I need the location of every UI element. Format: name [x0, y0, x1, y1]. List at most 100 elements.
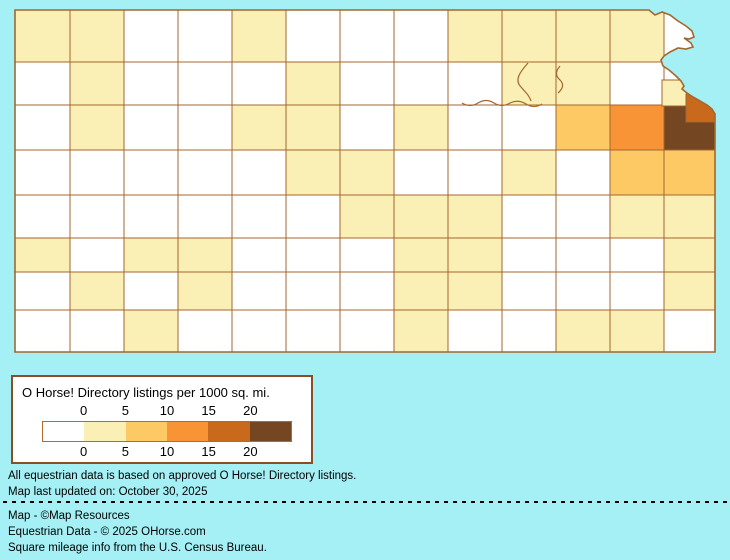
credit-map-resources: Map - ©Map Resources	[8, 510, 130, 522]
legend-tick: 10	[159, 444, 175, 459]
legend-tick: 10	[159, 403, 175, 418]
county-cell	[447, 10, 503, 63]
legend-box: O Horse! Directory listings per 1000 sq.…	[11, 375, 313, 464]
county-cell	[285, 237, 341, 273]
county-cell	[555, 10, 611, 63]
county-cell	[177, 61, 233, 106]
county-cell	[555, 194, 611, 239]
county-cell	[501, 194, 557, 239]
state-outline	[14, 9, 716, 353]
county-cell	[393, 194, 449, 239]
county-cell	[609, 104, 665, 151]
county-cell	[609, 61, 665, 106]
county-cell	[339, 194, 395, 239]
county-cell	[501, 271, 557, 311]
county-cell	[393, 149, 449, 196]
separator-dashed-line	[3, 501, 730, 503]
county-cell	[285, 149, 341, 196]
county-cell	[285, 194, 341, 239]
county-cell	[555, 61, 611, 106]
county-cell	[69, 104, 125, 151]
legend-tick: 15	[201, 403, 216, 418]
county-cell	[231, 309, 287, 352]
county-cell	[123, 271, 179, 311]
note-last-updated: Map last updated on: October 30, 2025	[8, 486, 208, 498]
county-cell	[69, 10, 125, 63]
county-cell	[339, 61, 395, 106]
kansas-county-map	[14, 9, 716, 353]
legend-tick: 5	[121, 403, 129, 418]
legend-swatch	[166, 422, 209, 441]
county-cell	[555, 104, 611, 151]
county-cell	[501, 309, 557, 352]
county-cell	[609, 194, 665, 239]
county-cell	[501, 104, 557, 151]
county-cell	[15, 194, 71, 239]
county-cell	[15, 271, 71, 311]
river-line	[555, 65, 564, 94]
county-cell	[123, 61, 179, 106]
county-cell	[501, 149, 557, 196]
county-cell	[501, 61, 557, 106]
county-cell	[15, 61, 71, 106]
legend-tick: 5	[121, 444, 129, 459]
county-cell	[177, 10, 233, 63]
county-cell	[555, 271, 611, 311]
legend-swatch	[208, 422, 250, 441]
county-cell	[609, 309, 665, 352]
county-cell	[123, 104, 179, 151]
credit-equestrian-data: Equestrian Data - © 2025 OHorse.com	[8, 526, 206, 538]
county-cell	[231, 10, 287, 63]
legend-colorbar	[42, 421, 292, 442]
county-cell	[15, 309, 71, 352]
county-cell	[339, 271, 395, 311]
county-cell	[177, 149, 233, 196]
county-cell	[663, 194, 715, 239]
county-cell	[393, 237, 449, 273]
county-cell	[123, 237, 179, 273]
legend-swatch	[249, 422, 291, 441]
county-cell	[555, 149, 611, 196]
county-cell	[447, 149, 503, 196]
county-cell	[231, 149, 287, 196]
county-cell	[447, 237, 503, 273]
legend-tick: 20	[243, 403, 258, 418]
county-cell	[609, 149, 665, 196]
legend-swatch	[84, 422, 126, 441]
county-cell	[231, 104, 287, 151]
county-cell	[231, 194, 287, 239]
county-cell	[285, 10, 341, 63]
county-cell	[15, 149, 71, 196]
county-cell	[609, 237, 665, 273]
county-cell	[177, 309, 233, 352]
river-line	[517, 62, 532, 102]
river-line	[461, 99, 543, 108]
county-cell	[177, 271, 233, 311]
county-cell	[69, 309, 125, 352]
county-cell	[501, 237, 557, 273]
credit-census-bureau: Square mileage info from the U.S. Census…	[8, 542, 267, 554]
county-cell	[177, 237, 233, 273]
county-cell	[339, 149, 395, 196]
county-cell	[555, 237, 611, 273]
legend-tick: 15	[201, 444, 216, 459]
county-cell	[501, 10, 557, 63]
legend-tick: 0	[80, 444, 88, 459]
county-cell	[123, 149, 179, 196]
county-cell	[663, 309, 715, 352]
county-layer	[15, 10, 715, 352]
legend-tick: 0	[80, 403, 88, 418]
county-cell	[339, 237, 395, 273]
county-cell	[285, 309, 341, 352]
county-cell	[123, 194, 179, 239]
county-cell	[231, 61, 287, 106]
note-data-source: All equestrian data is based on approved…	[8, 470, 357, 482]
county-cell	[177, 194, 233, 239]
county-cell	[663, 149, 715, 196]
county-cell	[177, 104, 233, 151]
legend-tick: 20	[243, 444, 258, 459]
county-cell	[285, 104, 341, 151]
county-cell	[447, 104, 503, 151]
county-cell	[393, 10, 449, 63]
